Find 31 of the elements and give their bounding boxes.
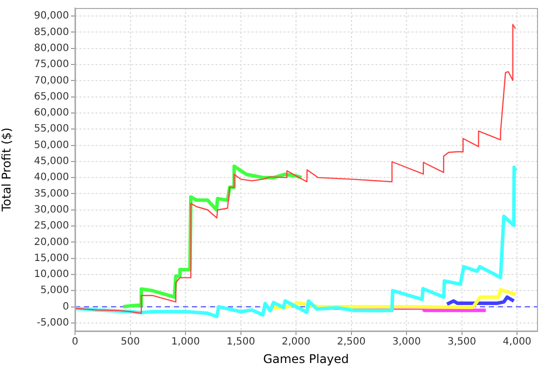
y-tick-label: 15,000: [34, 252, 69, 264]
y-tick-label: 10,000: [34, 269, 69, 280]
y-axis-title: Total Profit ($): [0, 128, 14, 212]
x-tick-label: 1,500: [226, 336, 256, 348]
x-axis-title: Games Played: [263, 352, 349, 366]
y-tick-label: 60,000: [34, 108, 69, 119]
y-tick-label: -5,000: [36, 318, 69, 329]
x-tick-label: 0: [72, 336, 78, 348]
x-tick-label: 500: [120, 336, 140, 348]
y-tick-label: 45,000: [34, 156, 69, 168]
y-tick-label: 90,000: [34, 10, 69, 22]
y-tick-label: 70,000: [34, 75, 69, 86]
y-tick-label: 30,000: [34, 204, 69, 216]
y-tick-label: 65,000: [34, 91, 69, 102]
x-tick-label: 2,000: [282, 336, 310, 348]
y-tick-label: 40,000: [34, 172, 69, 184]
y-tick-label: 80,000: [34, 42, 69, 54]
y-tick-label: 50,000: [34, 140, 69, 151]
x-tick-label: 3,500: [448, 336, 476, 348]
y-tick-label: 0: [62, 301, 69, 312]
x-tick-label: 4,000: [502, 336, 532, 348]
x-tick-label: 1,000: [171, 336, 200, 348]
y-tick-label: 25,000: [34, 220, 69, 232]
y-tick-label: 20,000: [34, 236, 69, 248]
y-tick-label: 35,000: [34, 188, 69, 200]
x-tick-label: 3,000: [392, 336, 421, 348]
y-tick-label: 75,000: [34, 59, 69, 70]
y-tick-label: 5,000: [40, 285, 69, 296]
x-tick-label: 2,500: [336, 336, 366, 348]
y-tick-label: 85,000: [34, 26, 69, 38]
y-tick-label: 55,000: [34, 124, 69, 135]
